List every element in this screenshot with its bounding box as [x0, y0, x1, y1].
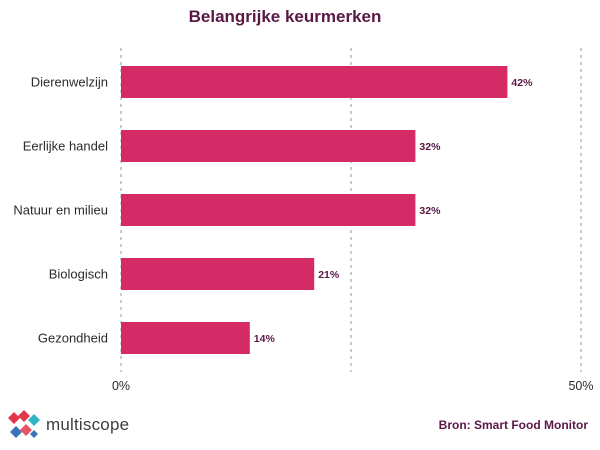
- value-label: 42%: [511, 77, 533, 89]
- label-layer: Dierenwelzijn 42% Eerlijke handel 32% Natuur…: [13, 75, 533, 346]
- value-label: 32%: [419, 141, 441, 153]
- value-label: 21%: [318, 269, 340, 281]
- chart-title: Belangrijke keurmerken: [189, 7, 382, 26]
- value-label: 32%: [419, 205, 441, 217]
- category-label: Dierenwelzijn: [31, 75, 108, 90]
- bar: [121, 322, 250, 354]
- source-note: Bron: Smart Food Monitor: [438, 418, 588, 432]
- bar: [121, 194, 416, 226]
- value-label: 14%: [254, 333, 276, 345]
- logo-text: multiscope: [46, 415, 130, 434]
- bar: [121, 130, 416, 162]
- category-label: Natuur en milieu: [13, 203, 108, 218]
- bar: [121, 258, 315, 290]
- bar: [121, 66, 508, 98]
- x-tick-label: 0%: [112, 379, 130, 393]
- category-label: Biologisch: [49, 267, 108, 282]
- tick-layer: 0% 50%: [112, 379, 594, 393]
- category-label: Gezondheid: [38, 331, 108, 346]
- x-tick-label: 50%: [568, 379, 593, 393]
- category-label: Eerlijke handel: [23, 139, 108, 154]
- bar-layer: [121, 66, 508, 354]
- multiscope-logo-icon: [8, 410, 40, 438]
- multiscope-logo: multiscope: [8, 408, 148, 442]
